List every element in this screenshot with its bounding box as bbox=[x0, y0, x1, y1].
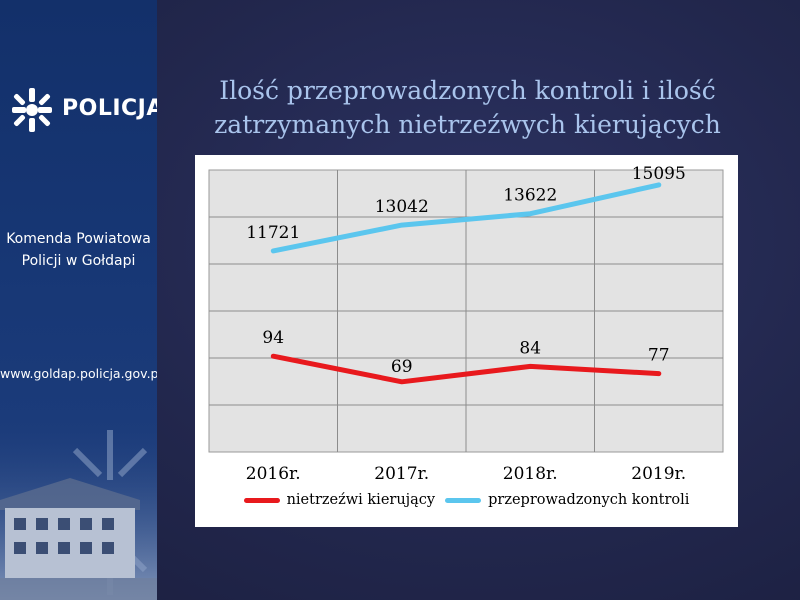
website-link[interactable]: www.goldap.policja.gov.pl bbox=[0, 366, 157, 381]
police-star-icon bbox=[12, 88, 52, 132]
data-label: 69 bbox=[391, 357, 413, 377]
x-tick-label: 2017r. bbox=[374, 464, 429, 484]
legend-swatch-red bbox=[243, 497, 280, 503]
x-tick-label: 2019r. bbox=[631, 464, 686, 484]
legend-swatch-blue bbox=[445, 497, 482, 503]
data-label: 94 bbox=[262, 328, 284, 348]
line-chart: 2016r. 2017r. 2018r. 2019r. 94 69 84 77 11721 130… bbox=[208, 164, 724, 484]
x-tick-label: 2018r. bbox=[503, 464, 558, 484]
chart-title-line2: zatrzymanych nietrzeźwych kierujących bbox=[214, 110, 721, 139]
chart-title: Ilość przeprowadzonych kontroli i ilość … bbox=[195, 74, 740, 142]
unit-name-line1: Komenda Powiatowa bbox=[6, 231, 151, 247]
sidebar: POLICJA Komenda Powiatowa Policji w Gołd… bbox=[0, 0, 157, 600]
chart-title-line1: Ilość przeprowadzonych kontroli i ilość bbox=[219, 76, 716, 105]
legend-label-blue: przeprowadzonych kontroli bbox=[488, 492, 690, 508]
x-tick-label: 2016r. bbox=[246, 464, 301, 484]
unit-name: Komenda Powiatowa Policji w Gołdapi bbox=[0, 228, 157, 272]
data-label: 77 bbox=[648, 346, 670, 366]
data-label: 13622 bbox=[503, 186, 557, 206]
data-label: 84 bbox=[519, 338, 541, 358]
legend-item-blue: przeprowadzonych kontroli bbox=[445, 492, 689, 508]
chart-container: 2016r. 2017r. 2018r. 2019r. 94 69 84 77 11721 130… bbox=[195, 155, 738, 527]
data-label: 11721 bbox=[246, 223, 300, 243]
building-photo bbox=[0, 420, 157, 600]
series-line-nietrzezwi bbox=[270, 353, 662, 385]
legend-label-red: nietrzeźwi kierujący bbox=[286, 492, 436, 508]
series-line-kontroli bbox=[270, 182, 662, 254]
logo-text: POLICJA bbox=[62, 96, 157, 121]
data-label: 13042 bbox=[375, 197, 429, 217]
chart-legend: nietrzeźwi kierujący przeprowadzonych ko… bbox=[195, 485, 738, 515]
unit-name-line2: Policji w Gołdapi bbox=[21, 253, 136, 269]
data-label: 15095 bbox=[632, 164, 686, 184]
legend-item-red: nietrzeźwi kierujący bbox=[243, 492, 436, 508]
